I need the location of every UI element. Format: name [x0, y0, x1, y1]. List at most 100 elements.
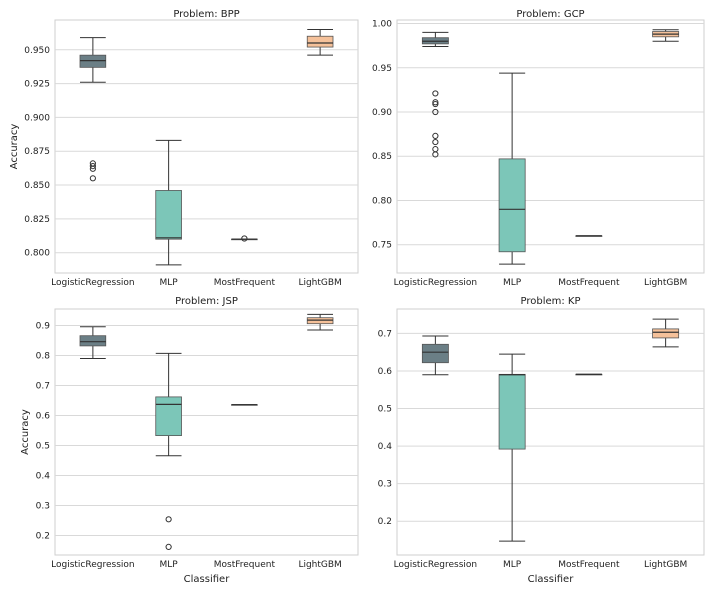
box-body — [79, 54, 107, 68]
y-tick-label: 0.6 — [378, 367, 393, 377]
plot-area: 0.2 0.3 0.4 0.5 0.6 0.7 0.8 0.9 LogisticRegressi… — [36, 308, 359, 570]
y-tick-label: 0.2 — [378, 517, 392, 527]
y-tick-label: 0.85 — [372, 152, 392, 162]
x-tick-label: MostFrequent — [214, 560, 276, 570]
box-mostfrequent — [231, 404, 258, 406]
box-logisticregression — [79, 326, 107, 359]
y-tick-label: 0.4 — [378, 442, 393, 452]
outlier-point — [432, 138, 439, 146]
y-tick-label: 0.3 — [378, 480, 392, 490]
box-lightgbm — [306, 28, 334, 56]
box-lightgbm — [306, 313, 334, 331]
outlier-point — [432, 100, 439, 108]
box-mlp — [155, 139, 182, 266]
x-tick-label: MLP — [503, 278, 522, 288]
x-tick-label: LightGBM — [298, 560, 341, 570]
outlier-point — [241, 235, 248, 242]
y-tick-label: 0.80 — [372, 196, 392, 206]
y-tick-label: 0.2 — [36, 532, 50, 542]
box-mostfrequent — [575, 235, 603, 237]
outlier-point — [432, 146, 439, 153]
x-tick-label: MostFrequent — [558, 560, 620, 570]
y-tick-label: 0.4 — [36, 472, 51, 482]
y-axis-label: Accuracy — [20, 409, 31, 455]
box-body — [155, 396, 182, 436]
outlier-point — [89, 175, 96, 182]
box-body — [306, 35, 334, 48]
y-tick-label: 1.00 — [372, 20, 392, 30]
box-body — [498, 373, 526, 450]
x-tick-label: MostFrequent — [558, 278, 620, 288]
plot-area: 0.75 0.80 0.85 0.90 0.95 1.00 LogisticRegressi… — [372, 19, 705, 288]
y-tick-label: 0.6 — [36, 412, 51, 422]
y-tick-label: 0.7 — [378, 329, 392, 339]
subplot-bpp: Problem: BPP Accuracy 0.8000.8250.8500.8… — [9, 9, 359, 288]
y-tick-label: 0.5 — [36, 442, 50, 452]
box-logisticregression — [79, 37, 107, 182]
outlier-point — [432, 90, 439, 97]
outlier-point — [432, 132, 439, 139]
outlier-point — [432, 99, 439, 106]
outlier-point — [165, 516, 172, 523]
box-mlp — [498, 72, 526, 265]
box-logisticregression — [421, 335, 449, 376]
y-tick-label: 0.900 — [24, 113, 50, 123]
box-mostfrequent — [575, 373, 603, 376]
outlier-point — [89, 163, 96, 170]
chart-title: Problem: JSP — [175, 296, 238, 307]
box-lightgbm — [652, 318, 680, 348]
y-tick-label: 0.95 — [372, 64, 392, 74]
x-tick-label: LogisticRegression — [51, 278, 134, 288]
box-mlp — [155, 352, 182, 551]
box-body — [498, 158, 526, 253]
y-tick-label: 0.75 — [372, 241, 392, 251]
x-tick-label: MLP — [160, 278, 179, 288]
y-tick-label: 0.3 — [36, 502, 50, 512]
box-body — [421, 343, 449, 364]
y-tick-label: 0.875 — [24, 147, 50, 157]
axes-frame — [396, 19, 705, 274]
x-axis-label: Classifier — [184, 574, 231, 585]
y-tick-label: 0.9 — [36, 322, 51, 332]
x-tick-label: LogisticRegression — [51, 560, 134, 570]
plot-area: 0.800 0.825 0.850 0.875 0.900 0.925 0.950 Logis… — [24, 19, 359, 288]
box-body — [79, 335, 107, 347]
x-tick-label: MLP — [160, 560, 179, 570]
y-tick-label: 0.850 — [24, 181, 50, 191]
plot-area: 0.2 0.3 0.4 0.5 0.6 0.7 LogisticRegression MLP M… — [378, 308, 705, 570]
y-tick-label: 0.925 — [24, 80, 50, 90]
x-tick-label: LightGBM — [644, 278, 687, 288]
x-tick-label: LogisticRegression — [394, 278, 477, 288]
subplot-gcp: Problem: GCP 0.75 0.80 0.85 0.90 0.95 1.00 Log… — [372, 9, 705, 288]
x-tick-label: MostFrequent — [214, 278, 276, 288]
y-tick-label: 0.5 — [378, 405, 392, 415]
box-logisticregression — [421, 31, 449, 158]
y-tick-label: 0.8 — [36, 352, 51, 362]
box-mlp — [498, 353, 526, 542]
y-tick-label: 0.950 — [24, 46, 50, 56]
chart-title: Problem: BPP — [173, 9, 239, 20]
y-tick-label: 0.825 — [24, 215, 50, 225]
y-axis-label: Accuracy — [9, 124, 20, 170]
x-axis-label: Classifier — [528, 574, 575, 585]
chart-title: Problem: GCP — [516, 9, 584, 20]
subplot-kp: Problem: KP Classifier 0.20.30.40.50.60.… — [378, 296, 705, 585]
x-tick-label: LightGBM — [298, 278, 341, 288]
box-mostfrequent — [231, 235, 258, 242]
subplot-jsp: Problem: JSP Accuracy Classifier 0.20.30… — [20, 296, 359, 585]
y-tick-label: 0.90 — [372, 108, 392, 118]
chart-title: Problem: KP — [520, 296, 580, 307]
outlier-point — [165, 543, 172, 551]
y-tick-label: 0.800 — [24, 249, 50, 259]
box-body — [652, 328, 680, 339]
box-lightgbm — [652, 29, 680, 42]
axes-frame — [54, 308, 359, 556]
y-tick-label: 0.7 — [36, 382, 50, 392]
x-tick-label: MLP — [503, 560, 522, 570]
x-tick-label: LightGBM — [644, 560, 687, 570]
box-body — [155, 190, 182, 240]
outlier-point — [432, 108, 439, 116]
outlier-point — [89, 160, 96, 167]
x-tick-label: LogisticRegression — [394, 560, 477, 570]
